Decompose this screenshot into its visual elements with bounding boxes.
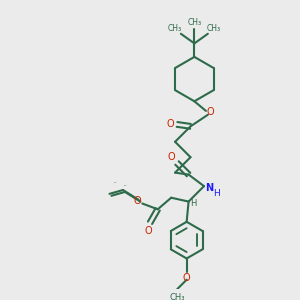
Text: O: O [167,152,175,162]
Text: CH₃: CH₃ [169,292,185,300]
Text: O: O [183,273,190,283]
Text: ethyl: ethyl [124,184,127,186]
Text: ethyl: ethyl [113,182,117,183]
Text: O: O [134,196,141,206]
Text: CH₃: CH₃ [207,24,221,33]
Text: H: H [213,189,220,198]
Text: O: O [144,226,152,236]
Text: CH₃: CH₃ [187,18,201,27]
Text: CH₃: CH₃ [168,24,182,33]
Text: O: O [207,107,214,117]
Text: N: N [205,183,213,193]
Text: O: O [167,119,174,129]
Text: H: H [190,199,196,208]
